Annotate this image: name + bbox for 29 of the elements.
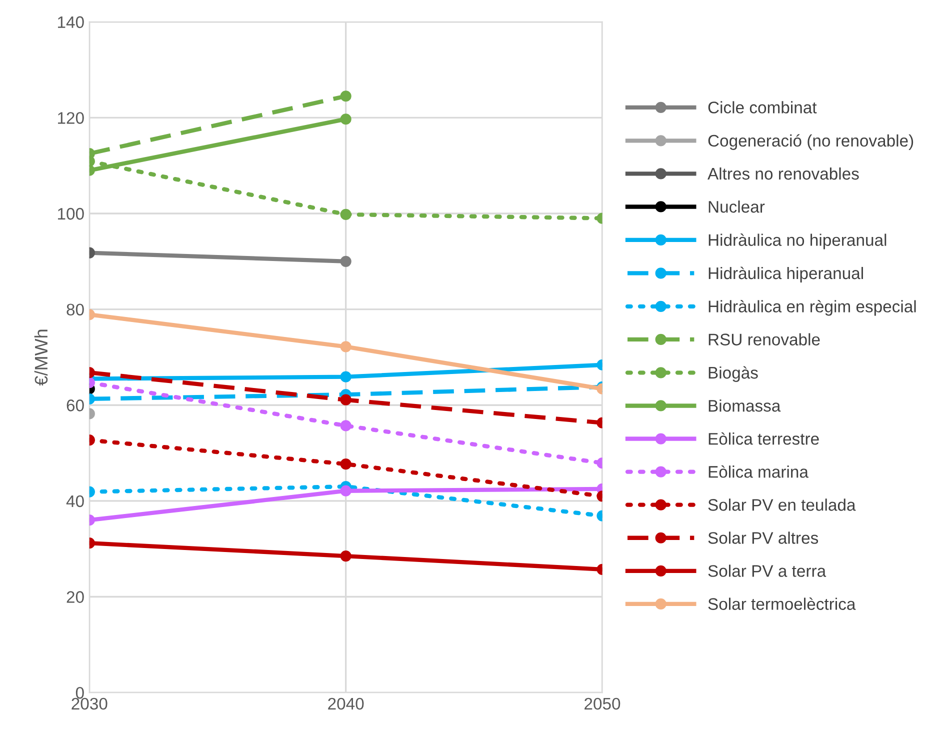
y-tick-label: 60 [66, 400, 84, 412]
legend-label: Hidràulica no hiperanual [708, 234, 886, 250]
legend-label: Biogàs [708, 366, 758, 382]
x-tick-label: 2040 [328, 698, 364, 710]
y-tick-label: 140 [58, 16, 84, 28]
legend-label: Solar PV en teulada [708, 498, 856, 511]
y-tick-label: 0 [76, 686, 84, 699]
point [340, 256, 352, 267]
legend-label: RSU renovable [708, 333, 820, 346]
x-tick-label: 2030 [72, 698, 108, 710]
legend-label: Nuclear [708, 200, 765, 213]
legend-label: Cogeneració (no renovable) [708, 134, 914, 150]
x-tick-label: 2050 [584, 698, 620, 710]
y-axis-title: €/MWh [34, 330, 48, 386]
y-tick-label: 20 [66, 591, 84, 603]
legend-label: Hidràulica en règim especial [708, 300, 916, 316]
legend-label: Solar PV a terra [708, 564, 826, 577]
legend-label: Eòlica terrestre [708, 432, 819, 445]
legend-label: Solar termoelèctrica [708, 598, 856, 610]
legend-label: Solar PV altres [708, 532, 818, 544]
y-tick-label: 40 [66, 495, 84, 508]
legend-label: Altres no renovables [708, 167, 859, 180]
legend-label: Eòlica marina [708, 465, 808, 478]
y-tick-label: 80 [66, 304, 84, 316]
y-tick-label: 120 [58, 112, 84, 124]
y-tick-label: 100 [58, 208, 84, 220]
legend-label: Cicle combinat [708, 101, 817, 114]
legend-label: Biomassa [708, 399, 781, 412]
legend-label: Hidràulica hiperanual [708, 266, 863, 282]
